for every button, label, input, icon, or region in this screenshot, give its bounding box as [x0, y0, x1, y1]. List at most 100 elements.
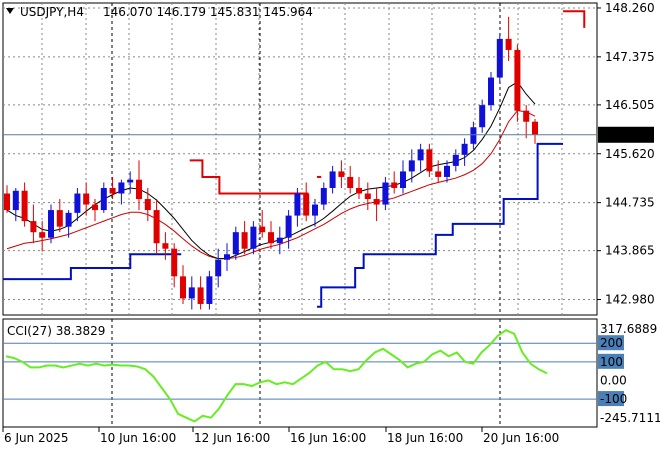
candle-body	[109, 187, 116, 194]
candle-body	[241, 232, 248, 249]
candle-body	[505, 38, 512, 50]
candle-body	[215, 259, 222, 277]
cci-tick-label: 0.00	[600, 373, 627, 387]
candle-body	[144, 199, 151, 211]
candle-body	[39, 232, 46, 238]
candle-body	[452, 154, 459, 166]
candle-body	[92, 204, 98, 211]
candle-body	[74, 193, 81, 213]
candle-body	[303, 193, 310, 216]
cci-level-box	[598, 391, 624, 407]
ohlc-label: 146.070 146.179 145.831 145.964	[103, 5, 313, 19]
candle-body	[100, 187, 107, 211]
candle-body	[197, 287, 204, 304]
candle-body	[21, 190, 28, 222]
candle-body	[12, 190, 19, 211]
cci-grid	[3, 319, 597, 427]
y-tick-label: 144.735	[605, 196, 655, 210]
candle-body	[83, 193, 90, 205]
cci-tick-label: 200	[600, 336, 623, 350]
candle-body	[294, 193, 301, 216]
candle-body	[118, 182, 125, 194]
candle-body	[532, 121, 538, 135]
candle-body	[391, 182, 398, 188]
main-panel: 148.260 147.375 146.505 145.620 144.735 143.8…	[2, 1, 655, 316]
x-tick-label: 18 Jun 16:00	[387, 431, 463, 445]
cci-tick-label: 317.6889	[600, 322, 657, 336]
candle-body	[373, 199, 380, 205]
candle-body	[259, 226, 266, 233]
x-axis: 6 Jun 2025 10 Jun 16:00 12 Jun 16:00 16 Jun…	[2, 427, 559, 445]
candle-body	[417, 149, 424, 161]
candle-body	[320, 187, 327, 205]
main-y-axis: 148.260 147.375 146.505 145.620 144.735 143.8…	[597, 1, 655, 307]
symbol-label: USDJPY,H4	[20, 5, 84, 19]
candle-body	[488, 77, 494, 106]
candle-body	[276, 237, 283, 244]
candle-body	[180, 276, 186, 299]
dropdown-triangle-icon[interactable]	[6, 8, 14, 14]
candle-body	[250, 226, 257, 249]
current-price-box	[598, 126, 654, 143]
candle-body	[4, 193, 10, 211]
trailing-stop-high-line	[563, 10, 586, 28]
candle-body	[30, 221, 37, 233]
candle-body	[162, 243, 169, 249]
y-tick-label: 148.260	[605, 1, 655, 15]
candle-body	[48, 210, 54, 238]
x-tick-label: 16 Jun 16:00	[290, 431, 366, 445]
y-tick-label: 143.865	[605, 244, 655, 258]
candle-body	[347, 176, 354, 188]
cci-tick-label: -100	[600, 392, 627, 406]
candle-body	[444, 165, 450, 177]
chart-header: USDJPY,H4 146.070 146.179 145.831 145.96…	[6, 5, 313, 338]
candle-body	[206, 276, 213, 304]
x-tick-label: 6 Jun 2025	[4, 431, 69, 445]
candle-body	[426, 149, 433, 172]
candle-body	[408, 160, 415, 172]
x-tick-label: 20 Jun 16:00	[483, 431, 559, 445]
x-tick-label: 10 Jun 16:00	[100, 431, 176, 445]
candle-body	[312, 204, 318, 216]
candle-body	[435, 171, 442, 177]
candle-body	[338, 171, 345, 177]
candle-body	[514, 49, 521, 111]
cci-line	[5, 329, 548, 423]
candle-body	[65, 212, 72, 227]
candle-body	[232, 232, 239, 255]
candle-body	[127, 179, 134, 183]
candle-body	[400, 171, 406, 188]
candle-body	[268, 232, 274, 244]
candle-body	[136, 179, 142, 200]
cci-tick-label: -245.7111	[600, 411, 660, 425]
candle-body	[153, 210, 160, 244]
trailing-stop-low-line	[3, 253, 182, 281]
candle-body	[523, 110, 530, 122]
cci-level-box	[598, 335, 624, 351]
y-tick-label: 142.980	[605, 293, 655, 307]
cci-tick-label: 100	[600, 355, 623, 369]
candle-body	[285, 215, 292, 238]
candle-body	[470, 127, 477, 144]
trailing-stop-high-line	[189, 159, 309, 195]
candle-body	[382, 182, 389, 205]
y-tick-label: 146.505	[605, 98, 655, 112]
current-price-label: 145.964	[601, 128, 651, 142]
candle-body	[496, 38, 503, 78]
y-tick-label: 147.375	[605, 50, 655, 64]
x-tick-label: 12 Jun 16:00	[194, 431, 270, 445]
cci-series	[5, 329, 548, 423]
main-series	[3, 10, 597, 310]
candle-body	[56, 210, 63, 227]
cci-level-box	[598, 353, 624, 369]
candle-body	[364, 193, 371, 200]
y-tick-label: 145.620	[605, 147, 655, 161]
candle-body	[224, 254, 230, 260]
cci-title: CCI(27) 38.3829	[7, 324, 105, 338]
candle-body	[329, 171, 336, 188]
candle-body	[461, 143, 468, 155]
candle-body	[188, 287, 195, 299]
